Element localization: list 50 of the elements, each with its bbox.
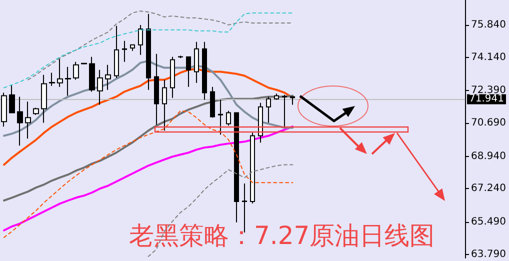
candlestick xyxy=(146,13,151,90)
candlestick xyxy=(73,61,79,80)
candlestick xyxy=(170,56,175,98)
candlestick xyxy=(242,183,247,233)
candlestick xyxy=(130,44,135,52)
candlestick xyxy=(226,110,231,126)
line-series xyxy=(3,60,294,137)
y-tick-label: 65.490 xyxy=(471,216,506,228)
candlestick xyxy=(266,96,271,124)
y-tick-label: 75.840 xyxy=(471,19,506,30)
candlestick xyxy=(49,72,55,86)
candlestick xyxy=(17,96,23,146)
candlestick xyxy=(41,74,47,124)
candlestick xyxy=(57,58,63,88)
ref-line-label: 71.941 xyxy=(469,94,504,105)
candlestick xyxy=(218,99,223,136)
candlestick xyxy=(274,93,279,100)
candlestick xyxy=(250,132,255,204)
line-series xyxy=(3,94,294,202)
line-series xyxy=(28,10,294,80)
candlestick xyxy=(89,56,95,92)
candlestick xyxy=(138,24,143,56)
candlestick xyxy=(114,25,119,78)
candlestick xyxy=(105,64,111,90)
y-tick-label: 67.240 xyxy=(471,183,506,194)
candlestick xyxy=(162,79,167,132)
y-tick-label: 63.790 xyxy=(471,248,506,260)
candlestick xyxy=(194,41,199,84)
candlestick xyxy=(122,40,127,62)
candlestick xyxy=(186,56,191,88)
candlestick xyxy=(290,96,295,106)
candlestick xyxy=(97,69,103,106)
candlestick xyxy=(1,92,7,128)
line-series xyxy=(3,68,294,166)
candlestick xyxy=(25,101,31,140)
y-tick-label: 74.140 xyxy=(471,52,506,63)
candlestick xyxy=(154,53,159,126)
candlestick xyxy=(258,102,263,144)
y-tick-label: 70.690 xyxy=(471,118,506,128)
candlestick xyxy=(202,41,207,100)
text: 老黑策略：7.27原油日线图 xyxy=(129,221,435,250)
candlestick xyxy=(210,86,215,118)
candlestick xyxy=(282,94,287,128)
candlestick xyxy=(33,107,39,116)
y-tick-label: 68.940 xyxy=(471,150,506,162)
candlestick xyxy=(65,66,71,96)
candlestick xyxy=(178,55,183,59)
candlestick xyxy=(9,84,15,114)
line-series xyxy=(4,12,294,88)
candlestick xyxy=(234,112,239,223)
